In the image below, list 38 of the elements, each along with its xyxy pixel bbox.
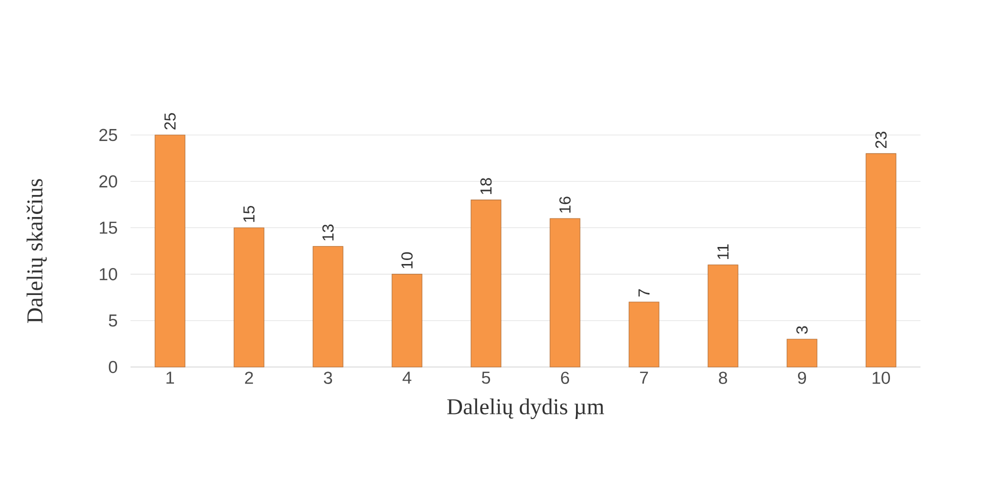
bar <box>866 153 896 368</box>
x-axis-title: Dalelių dydis µm <box>447 398 604 420</box>
x-tick-label: 10 <box>872 372 890 384</box>
x-tick-label: 2 <box>245 372 253 384</box>
data-label: 13 <box>322 224 334 240</box>
bar <box>708 264 738 368</box>
y-tick-label: 10 <box>100 268 118 280</box>
x-tick-label: 6 <box>561 372 570 384</box>
x-tick-label: 1 <box>166 372 174 384</box>
data-label: 7 <box>638 289 650 296</box>
data-label: 16 <box>559 196 571 213</box>
bar <box>154 134 186 368</box>
y-tick-label: 0 <box>108 360 118 374</box>
data-label: 23 <box>875 132 887 148</box>
data-label: 15 <box>243 206 255 222</box>
x-tick-label: 3 <box>324 372 332 384</box>
bar <box>312 246 344 368</box>
x-tick-label: 8 <box>718 372 728 384</box>
data-label: 18 <box>480 178 492 194</box>
data-label: 25 <box>164 113 176 130</box>
bar <box>786 338 818 368</box>
bar <box>392 274 422 368</box>
y-tick-label: 5 <box>108 314 118 327</box>
bar <box>234 228 264 368</box>
y-tick-label: 20 <box>99 175 118 188</box>
x-tick-label: 5 <box>482 372 490 384</box>
bar <box>470 200 502 368</box>
bar <box>628 302 660 368</box>
y-axis-title: Dalelių skaičius <box>26 179 47 324</box>
x-tick-label: 9 <box>798 372 806 384</box>
y-tick-label: 25 <box>99 128 118 142</box>
data-label: 10 <box>401 252 413 268</box>
y-tick-label: 15 <box>100 222 118 234</box>
x-tick-label: 4 <box>402 372 412 384</box>
bar <box>550 218 580 368</box>
data-label: 11 <box>718 244 729 259</box>
x-tick-label: 7 <box>640 372 648 384</box>
data-label: 3 <box>796 326 808 334</box>
